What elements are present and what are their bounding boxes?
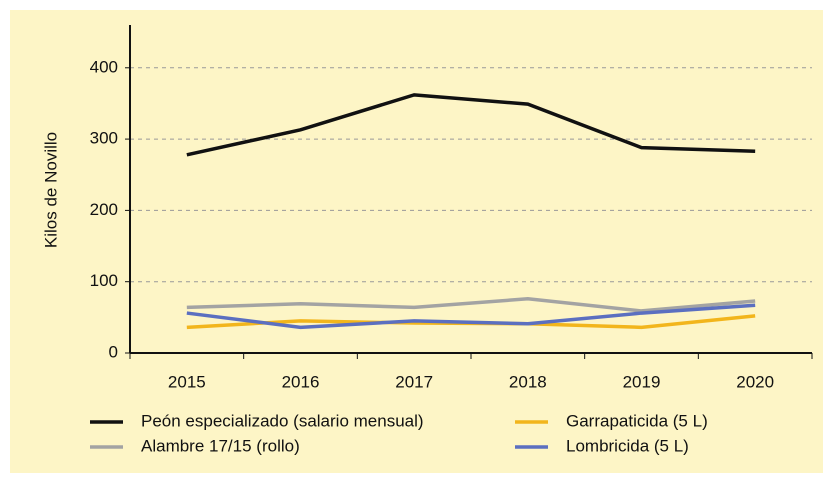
- y-tick-label: 0: [109, 342, 118, 361]
- series-line: [186, 297, 756, 313]
- legend-label: Garrapaticida (5 L): [566, 411, 708, 430]
- y-tick-label: 200: [90, 200, 118, 219]
- y-tick-label: 300: [90, 129, 118, 148]
- x-tick-label: 2016: [282, 372, 320, 391]
- y-axis-label: Kilos de Novillo: [41, 132, 60, 248]
- series-line: [186, 93, 756, 157]
- y-tick-label: 400: [90, 57, 118, 76]
- series-line: [186, 303, 756, 330]
- x-tick-label: 2018: [509, 372, 547, 391]
- legend-label: Alambre 17/15 (rollo): [141, 436, 300, 455]
- legend-label: Peón especializado (salario mensual): [141, 411, 424, 430]
- x-tick-label: 2020: [736, 372, 774, 391]
- legend-label: Lombricida (5 L): [566, 436, 689, 455]
- background: [10, 10, 823, 473]
- x-tick-label: 2017: [395, 372, 433, 391]
- y-tick-label: 100: [90, 271, 118, 290]
- x-tick-label: 2015: [168, 372, 206, 391]
- x-tick-label: 2019: [623, 372, 661, 391]
